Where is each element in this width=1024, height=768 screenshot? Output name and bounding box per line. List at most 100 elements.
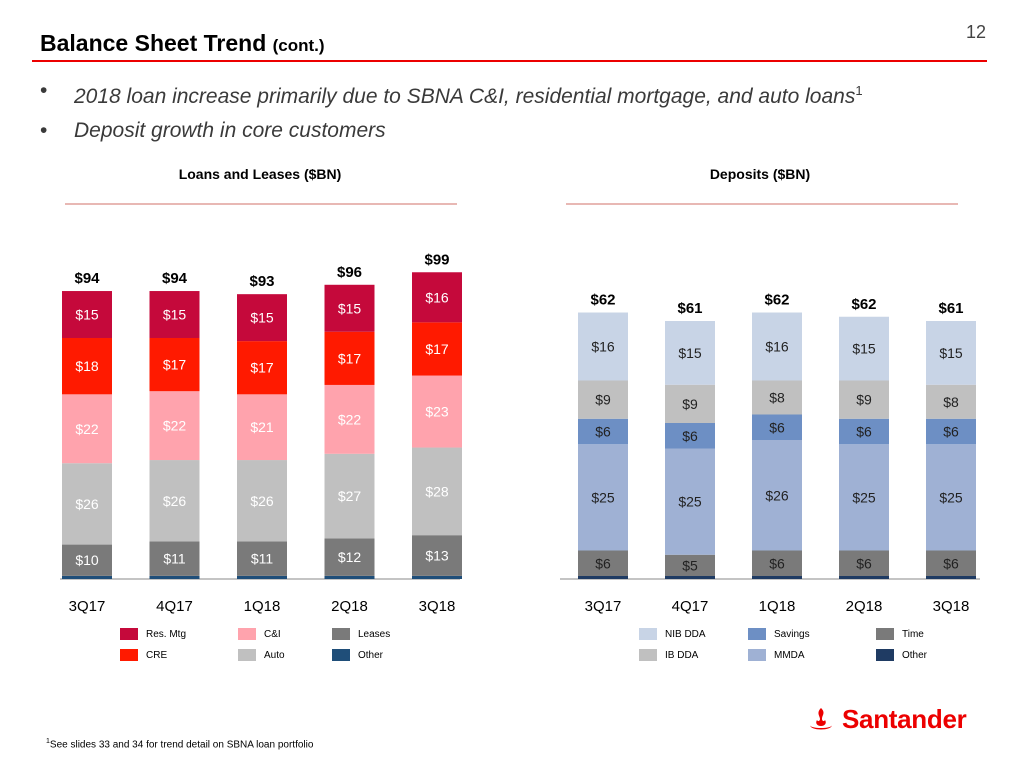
deposits-bar-time [752, 550, 802, 576]
legend-swatch [238, 649, 256, 661]
deposits-bar-savings [578, 418, 628, 445]
legend-label: Other [902, 649, 928, 661]
deposits-category-label: 2Q18 [846, 598, 883, 615]
legend-label: NIB DDA [665, 628, 706, 640]
bullet-list: • 2018 loan increase primarily due to SB… [40, 76, 863, 156]
legend-item: Other [876, 649, 927, 661]
deposits-data-label: $26 [765, 487, 789, 503]
deposits-data-label: $6 [856, 555, 872, 571]
deposits-bar-mmda [752, 440, 802, 551]
loans-bar-res-mtg [149, 291, 200, 338]
loans-bar-auto [62, 463, 112, 545]
legend-swatch [639, 649, 657, 661]
loans-bar-other [412, 575, 462, 579]
legend-item: Other [332, 649, 383, 661]
deposits-data-label: $16 [591, 339, 615, 355]
loans-title-divider [65, 203, 457, 205]
legend-label: Other [358, 649, 384, 661]
legend-swatch [748, 628, 766, 640]
legend-item: Auto [238, 649, 285, 661]
legend-label: C&I [264, 628, 281, 640]
title-divider [32, 60, 987, 62]
deposits-total-label: $62 [590, 292, 615, 309]
legend-item: Leases [332, 628, 390, 640]
legend-item: MMDA [748, 649, 805, 661]
deposits-total-label: $62 [851, 296, 876, 313]
bullet-item: • 2018 loan increase primarily due to SB… [40, 76, 863, 116]
deposits-data-label: $25 [678, 494, 702, 510]
loans-category-label: 1Q18 [244, 598, 281, 615]
deposits-data-label: $6 [856, 424, 872, 440]
loans-bar-res-mtg [324, 284, 375, 332]
deposits-bar-savings [839, 418, 889, 445]
legend-label: Leases [358, 628, 391, 640]
deposits-category-label: 4Q17 [672, 598, 709, 615]
loans-category-label: 3Q17 [69, 598, 106, 615]
legend-label: MMDA [774, 649, 805, 661]
deposits-bar-other [839, 576, 889, 579]
loans-category-label: 4Q17 [156, 598, 193, 615]
logo-text: Santander [842, 704, 967, 734]
deposits-category-label: 1Q18 [759, 598, 796, 615]
deposits-bar-mmda [926, 444, 976, 551]
charts-canvas: $10$26$22$18$15$943Q17$11$26$22$17$15$94… [60, 251, 980, 615]
loans-data-label: $22 [75, 421, 99, 437]
legend-swatch [332, 628, 350, 640]
deposits-data-label: $6 [682, 428, 698, 444]
deposits-data-label: $25 [939, 489, 963, 505]
bullet-footnote-ref: 1 [855, 83, 863, 98]
deposits-bar-ib-dda [752, 380, 802, 415]
loans-bar-cre [62, 337, 112, 395]
deposits-bar-time [926, 550, 976, 576]
loans-data-label: $15 [163, 307, 187, 323]
legend-label: IB DDA [665, 649, 699, 661]
deposits-category-label: 3Q18 [933, 598, 970, 615]
loans-total-label: $99 [424, 251, 449, 268]
deposits-bar-time [578, 550, 628, 576]
legend-item: IB DDA [639, 649, 698, 661]
deposits-bar-nib-dda [752, 312, 802, 381]
loans-bar-auto [412, 447, 462, 536]
loans-bar-leases [237, 541, 287, 576]
deposits-bar-ib-dda [839, 380, 889, 419]
loans-data-label: $26 [250, 493, 274, 509]
legend-item: Res. Mtg [120, 628, 186, 640]
footnote: 1See slides 33 and 34 for trend detail o… [46, 738, 313, 750]
deposits-data-label: $25 [591, 489, 615, 505]
legend-item: C&I [238, 628, 281, 640]
loans-bar-cre [324, 331, 375, 385]
loans-category-label: 3Q18 [419, 598, 456, 615]
loans-data-label: $28 [425, 483, 449, 499]
loans-bar-c-i [412, 375, 462, 448]
loans-bar-c-i [149, 391, 200, 461]
loans-bar-res-mtg [62, 291, 112, 338]
legend-label: Auto [264, 649, 285, 661]
deposits-title-divider [566, 203, 958, 205]
loans-data-label: $22 [338, 411, 362, 427]
deposits-data-label: $6 [595, 555, 611, 571]
legend-swatch [332, 649, 350, 661]
deposits-data-label: $6 [769, 555, 785, 571]
bullet-item: • Deposit growth in core customers [40, 116, 863, 156]
legend-item: NIB DDA [639, 628, 706, 640]
deposits-data-label: $9 [595, 392, 611, 408]
deposits-category-label: 3Q17 [585, 598, 622, 615]
legend-swatch [639, 628, 657, 640]
loans-bar-leases [62, 544, 112, 576]
deposits-data-label: $8 [943, 394, 959, 410]
loans-data-label: $11 [163, 551, 186, 567]
loans-bar-other [149, 575, 200, 579]
loans-data-label: $18 [75, 358, 99, 374]
loans-bar-cre [149, 337, 200, 392]
deposits-bar-other [926, 576, 976, 579]
deposits-bar-mmda [839, 444, 889, 551]
loans-bar-other [324, 575, 375, 579]
loans-data-label: $17 [338, 350, 362, 366]
legend-label: Res. Mtg [146, 628, 187, 640]
deposits-total-label: $61 [677, 300, 702, 317]
footnote-marker: 1 [46, 738, 50, 745]
deposits-bar-nib-dda [665, 321, 715, 385]
loans-bar-c-i [62, 394, 112, 464]
deposits-data-label: $15 [852, 341, 876, 357]
deposits-bar-other [578, 576, 628, 579]
